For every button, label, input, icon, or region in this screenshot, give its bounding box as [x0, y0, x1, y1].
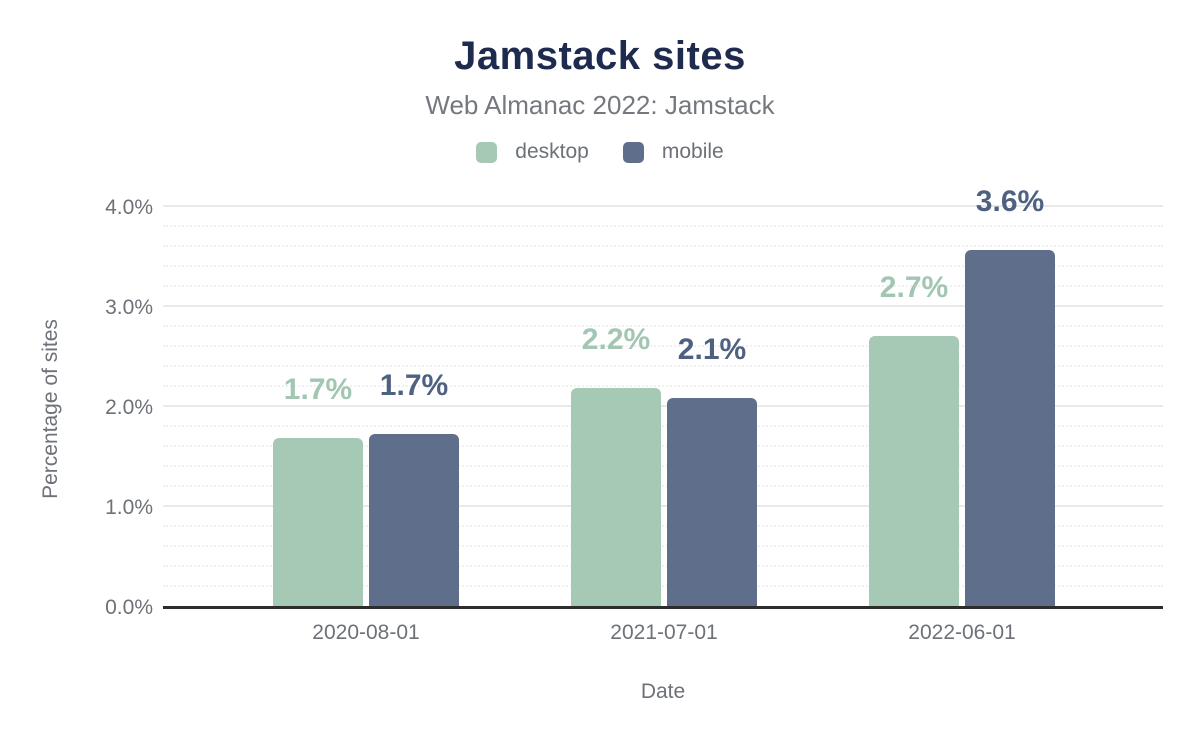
bar-value-label-desktop: 2.2%	[581, 323, 651, 356]
gridline-major	[163, 305, 1163, 307]
y-axis-title: Percentage of sites	[39, 319, 62, 499]
y-tick-label: 1.0%	[105, 496, 153, 519]
gridline-minor	[163, 365, 1163, 367]
bar-value-label-mobile: 3.6%	[975, 185, 1045, 218]
chart-subtitle: Web Almanac 2022: Jamstack	[425, 90, 775, 120]
bar-mobile-2022-06-01[interactable]	[965, 250, 1055, 607]
gridline-minor	[163, 425, 1163, 427]
bar-mobile-2021-07-01[interactable]	[667, 398, 757, 607]
bar-desktop-2022-06-01[interactable]	[869, 336, 959, 607]
gridline-major	[163, 205, 1163, 207]
bar-desktop-2021-07-01[interactable]	[571, 388, 661, 607]
gridline-minor	[163, 345, 1163, 347]
bar-mobile-2020-08-01[interactable]	[369, 434, 459, 607]
plot-area: 1.7% 2.2% 2.7% 1.7% 2.1% 3.6%	[163, 187, 1163, 609]
desktop-swatch-icon	[476, 141, 498, 163]
gridline-minor	[163, 485, 1163, 487]
chart-title: Jamstack sites	[454, 34, 746, 78]
legend-label-desktop: desktop	[515, 140, 589, 163]
bar-value-label-mobile: 1.7%	[379, 369, 449, 402]
y-tick-label: 4.0%	[105, 196, 153, 219]
x-tick-label: 2020-08-01	[312, 621, 420, 644]
gridline-minor	[163, 585, 1163, 587]
x-tick-label: 2021-07-01	[610, 621, 718, 644]
bar-value-label-mobile: 2.1%	[677, 333, 747, 366]
gridline-minor	[163, 285, 1163, 287]
gridline-minor	[163, 525, 1163, 527]
x-axis-title: Date	[640, 680, 686, 703]
gridline-minor	[163, 465, 1163, 467]
legend: desktop mobile	[0, 140, 1200, 164]
gridline-major	[163, 505, 1163, 507]
legend-item-desktop[interactable]: desktop	[476, 140, 589, 164]
gridline-minor	[163, 325, 1163, 327]
gridline-minor	[163, 245, 1163, 247]
bar-value-label-desktop: 2.7%	[879, 271, 949, 304]
legend-item-mobile[interactable]: mobile	[622, 140, 724, 164]
y-tick-label: 2.0%	[105, 396, 153, 419]
gridline-minor	[163, 545, 1163, 547]
x-axis-baseline	[163, 606, 1163, 609]
x-tick-label: 2022-06-01	[908, 621, 1016, 644]
gridline-minor	[163, 225, 1163, 227]
gridline-minor	[163, 265, 1163, 267]
gridline-minor	[163, 445, 1163, 447]
mobile-swatch-icon	[622, 141, 644, 163]
y-tick-label: 3.0%	[105, 296, 153, 319]
gridline-major	[163, 405, 1163, 407]
legend-label-mobile: mobile	[661, 140, 724, 163]
bar-desktop-2020-08-01[interactable]	[273, 438, 363, 607]
gridline-minor	[163, 565, 1163, 567]
gridline-minor	[163, 385, 1163, 387]
bar-value-label-desktop: 1.7%	[283, 373, 353, 406]
y-tick-label: 0.0%	[105, 596, 153, 619]
